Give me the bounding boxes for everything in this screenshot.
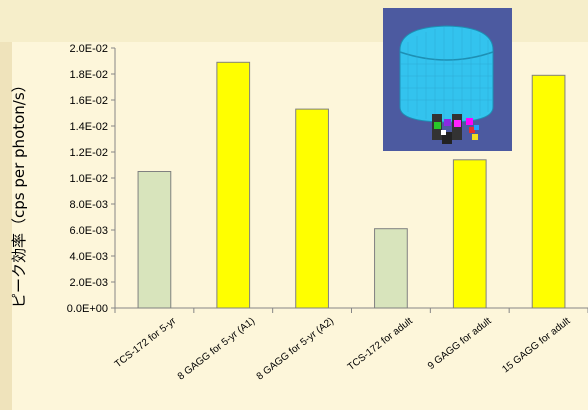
bar [531,74,566,309]
y-tick-label: 1.4E-02 [69,121,108,133]
x-tick-label: TCS-172 for 5-yr [113,315,179,370]
y-tick-label: 4.0E-03 [69,251,108,263]
x-tick-label: 8 GAGG for 5-yr (A2) [255,316,336,383]
x-tick-label: TCS-172 for adult [346,316,415,373]
bar [452,159,487,309]
y-tick-label: 8.0E-03 [69,199,108,211]
x-axis-ticks: TCS-172 for 5-yr8 GAGG for 5-yr (A1)8 GA… [113,308,588,383]
y-tick-label: 1.0E-02 [69,173,108,185]
x-tick-label: 9 GAGG for adult [426,316,494,372]
y-axis-ticks: 0.0E+00 2.0E-03 4.0E-03 6.0E-03 8.0E-03 1.0E-… [67,43,115,315]
y-tick-label: 1.8E-02 [69,69,108,81]
y-tick-label: 2.0E-02 [69,43,108,55]
y-tick-label: 1.2E-02 [69,147,108,159]
bars [137,61,566,309]
y-tick-label: 1.6E-02 [69,95,108,107]
bar [137,171,172,309]
x-tick-label: 8 GAGG for 5-yr (A1) [176,316,257,383]
bar [374,228,408,309]
y-axis-label: ピーク効率（cps per photon/s） [10,77,28,308]
x-tick-label: 15 GAGG for adult [500,316,572,376]
bar [295,108,329,309]
detector-model-3d-icon [383,8,512,151]
y-tick-label: 0.0E+00 [67,303,108,315]
y-tick-label: 2.0E-03 [69,277,108,289]
y-tick-label: 6.0E-03 [69,225,108,237]
left-band [0,42,12,410]
bar [216,61,251,309]
